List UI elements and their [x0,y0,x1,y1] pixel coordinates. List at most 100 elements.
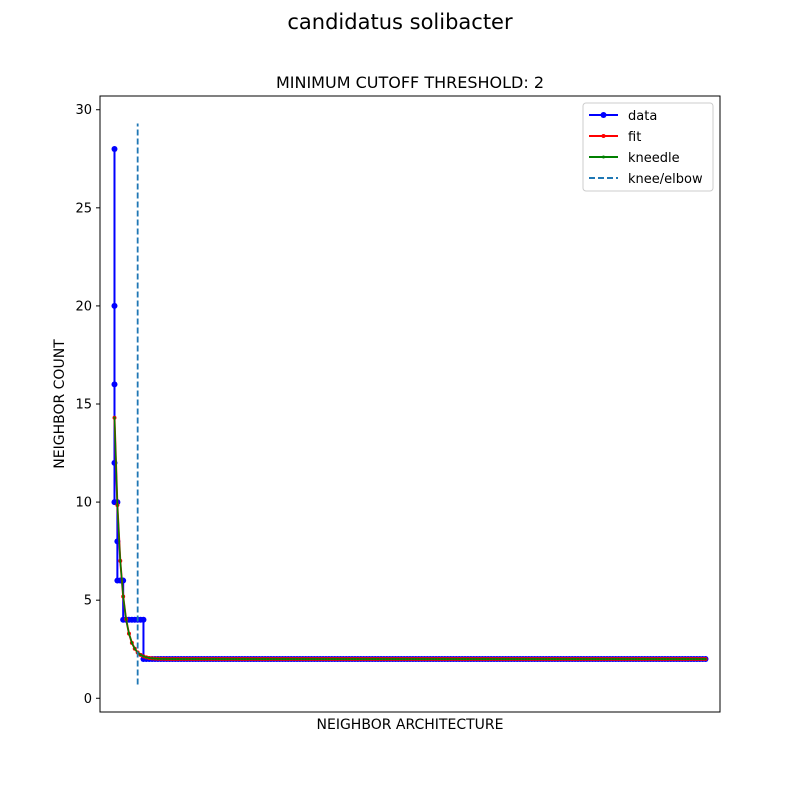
kneedle-point [608,657,612,661]
kneedle-point [675,657,678,661]
figure-suptitle: candidatus solibacter [287,10,513,34]
kneedle-point [686,657,690,661]
kneedle-point [179,657,183,661]
kneedle-point [333,657,336,661]
kneedle-point [371,657,374,661]
kneedle-point [150,657,154,660]
kneedle-point [310,657,313,661]
series-kneedle [113,416,707,661]
kneedle-point [585,657,588,661]
kneedle-point [124,617,128,621]
kneedle-point [382,657,386,661]
kneedle-point [356,657,360,661]
kneedle-point [704,657,707,661]
kneedle-point [165,657,168,661]
kneedle-point [148,656,151,660]
kneedle-point [171,657,174,661]
kneedle-point [466,657,470,661]
kneedle-point [484,657,487,661]
kneedle-point [374,657,377,661]
legend-kneedle-label: kneedle [628,151,680,166]
y-tick-label: 20 [75,299,92,314]
kneedle-point [391,657,394,661]
kneedle-point [507,657,510,661]
kneedle-point [544,657,548,661]
data-point [111,381,118,388]
kneedle-point [701,657,704,661]
kneedle-point [414,657,417,661]
kneedle-point [568,657,571,661]
kneedle-point [281,657,284,661]
kneedle-point [501,657,504,661]
legend-fit-marker [601,134,606,138]
x-axis-label: NEIGHBOR ARCHITECTURE [317,717,504,733]
kneedle-point [324,657,328,661]
kneedle-point [440,657,444,661]
kneedle-point [330,657,333,661]
kneedle-point [368,657,371,661]
kneedle-point [460,657,464,661]
kneedle-point [684,657,687,661]
kneedle-point [119,559,122,563]
kneedle-point [290,657,293,661]
kneedle-point [397,657,400,661]
kneedle-point [182,657,186,661]
kneedle-point [449,657,452,661]
kneedle-point [539,657,542,661]
kneedle-point [698,657,701,661]
kneedle-point [200,657,203,661]
kneedle-point [582,657,586,661]
kneedle-point [562,657,565,661]
kneedle-point [411,657,415,661]
y-tick-label: 10 [75,496,92,511]
kneedle-point [423,657,426,661]
kneedle-point [121,595,125,598]
kneedle-point [316,657,319,661]
kneedle-point [672,657,675,661]
kneedle-point [408,657,412,661]
legend: data fit kneedle knee/elbow [582,102,714,192]
kneedle-point [362,657,365,661]
kneedle-point [443,657,446,661]
kneedle-point [487,657,490,661]
kneedle-point [524,657,528,661]
kneedle-point [605,657,609,661]
kneedle-point [336,657,339,661]
data-point [111,302,118,309]
kneedle-point [223,657,226,661]
kneedle-point [637,657,641,661]
kneedle-point [458,657,461,661]
kneedle-point [191,657,194,661]
kneedle-point [597,657,600,661]
kneedle-point [301,657,305,661]
kneedle-point [426,657,429,661]
kneedle-point [571,657,574,661]
kneedle-point [536,657,539,661]
kneedle-point [321,657,325,661]
kneedle-point [437,657,441,661]
kneedle-point [400,657,403,661]
kneedle-point [113,416,116,419]
kneedle-point [385,657,389,661]
y-tick-label: 30 [75,103,92,118]
kneedle-point [515,657,519,661]
kneedle-point [669,657,672,661]
kneedle-point [481,657,484,661]
kneedle-point [547,657,551,661]
kneedle-point [156,657,160,660]
kneedle-point [455,657,458,661]
kneedle-point [188,657,192,661]
kneedle-point [365,657,368,661]
kneedle-point [533,657,536,661]
kneedle-point [347,657,351,661]
kneedle-point [478,657,481,661]
kneedle-point [342,657,345,661]
kneedle-point [660,657,664,661]
kneedle-point [417,657,420,661]
plot-layer [111,123,709,685]
kneedle-point [649,657,652,661]
kneedle-point [542,657,545,661]
kneedle-point [292,657,296,661]
kneedle-point [666,657,670,661]
